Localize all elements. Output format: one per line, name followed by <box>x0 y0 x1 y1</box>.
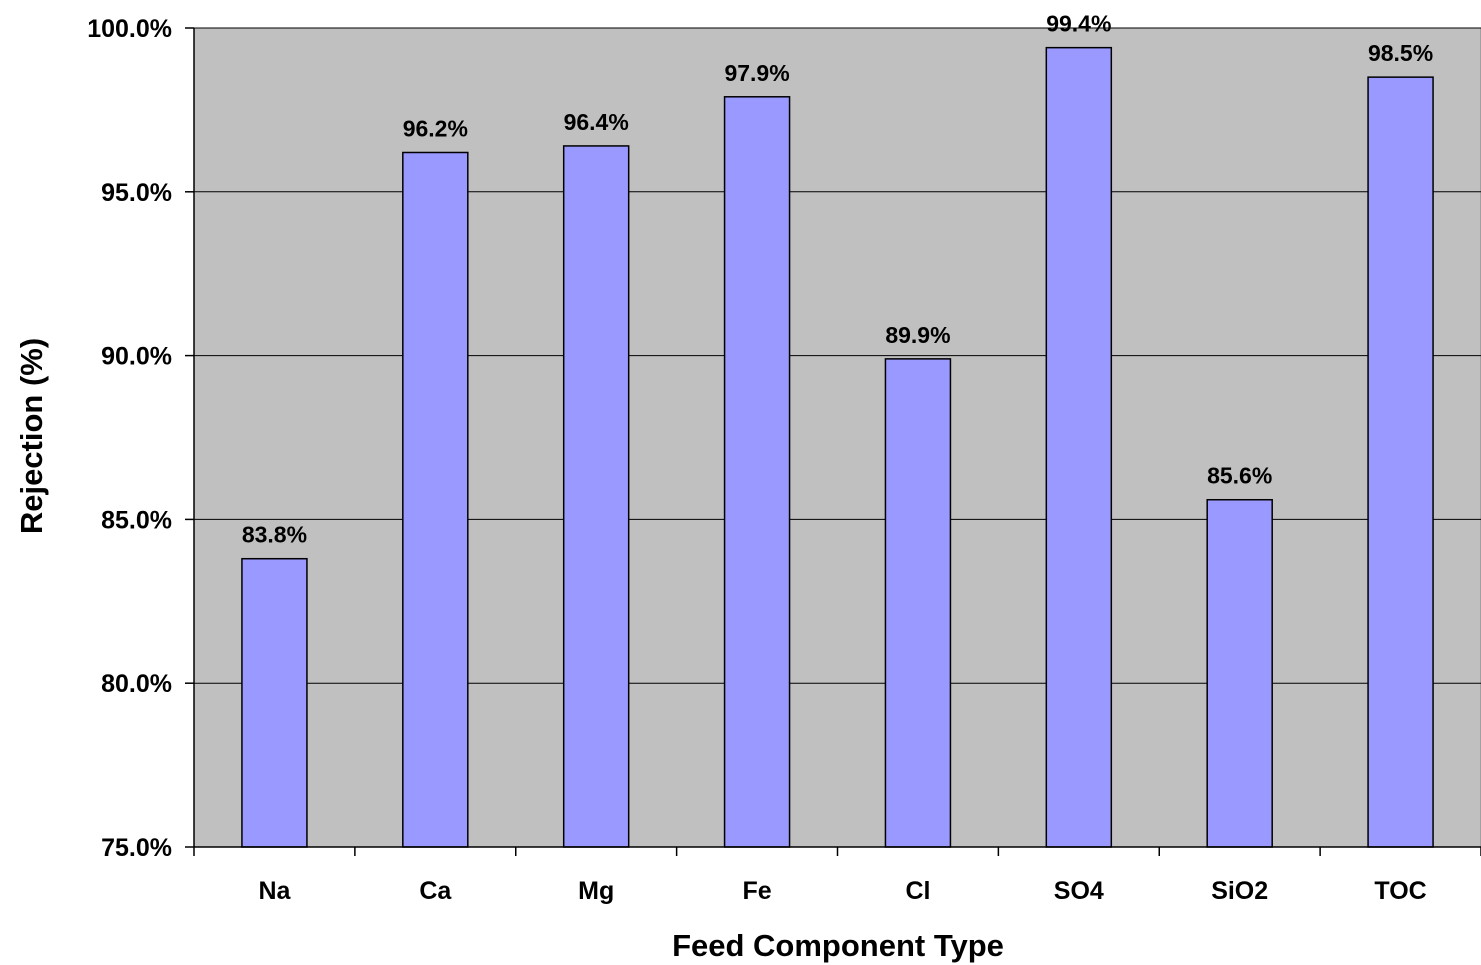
data-label-cl: 89.9% <box>885 322 950 348</box>
data-label-so4: 99.4% <box>1046 11 1111 37</box>
x-tick-label: Mg <box>578 877 614 905</box>
data-labels: 83.8% 96.2% 96.4% 97.9% 89.9% 99.4% 85.6% 98.5% <box>242 11 1433 548</box>
x-tick-label: Na <box>258 877 291 905</box>
y-axis-title: Rejection (%) <box>14 338 49 534</box>
bar-toc <box>1367 76 1434 848</box>
bars <box>241 46 1434 848</box>
data-label-toc: 98.5% <box>1368 40 1433 66</box>
x-axis-title: Feed Component Type <box>672 928 1004 963</box>
data-label-fe: 97.9% <box>724 60 789 86</box>
bar-so4 <box>1045 46 1113 848</box>
bar-cl <box>884 358 952 848</box>
plot-area <box>193 27 1481 848</box>
x-tick-label: Cl <box>905 877 930 905</box>
x-tick-label: SO4 <box>1054 877 1104 905</box>
bar-sio2 <box>1206 498 1273 848</box>
x-tick-label: TOC <box>1374 877 1426 905</box>
bar-na <box>241 557 308 848</box>
y-tick-label: 75.0% <box>101 834 172 862</box>
y-tick-label: 95.0% <box>101 179 172 207</box>
data-label-na: 83.8% <box>242 522 307 548</box>
data-label-mg: 96.4% <box>564 109 629 135</box>
x-tick-label: Fe <box>742 877 771 905</box>
y-tick-label: 85.0% <box>101 506 172 534</box>
y-tick-label: 90.0% <box>101 343 172 371</box>
x-tick-label: SiO2 <box>1211 877 1268 905</box>
y-tick-label: 100.0% <box>87 15 172 43</box>
bar-fe <box>723 96 791 848</box>
bar-ca <box>402 151 469 848</box>
x-tick-label: Ca <box>419 877 452 905</box>
data-label-ca: 96.2% <box>403 115 468 141</box>
x-axis: Na Ca Mg Fe Cl SO4 SiO2 TOC <box>193 846 1481 905</box>
data-label-sio2: 85.6% <box>1207 463 1272 489</box>
bar-mg <box>562 145 630 848</box>
y-axis: 75.0% 80.0% 85.0% 90.0% 95.0% 100.0% <box>87 15 195 862</box>
y-tick-label: 80.0% <box>101 670 172 698</box>
